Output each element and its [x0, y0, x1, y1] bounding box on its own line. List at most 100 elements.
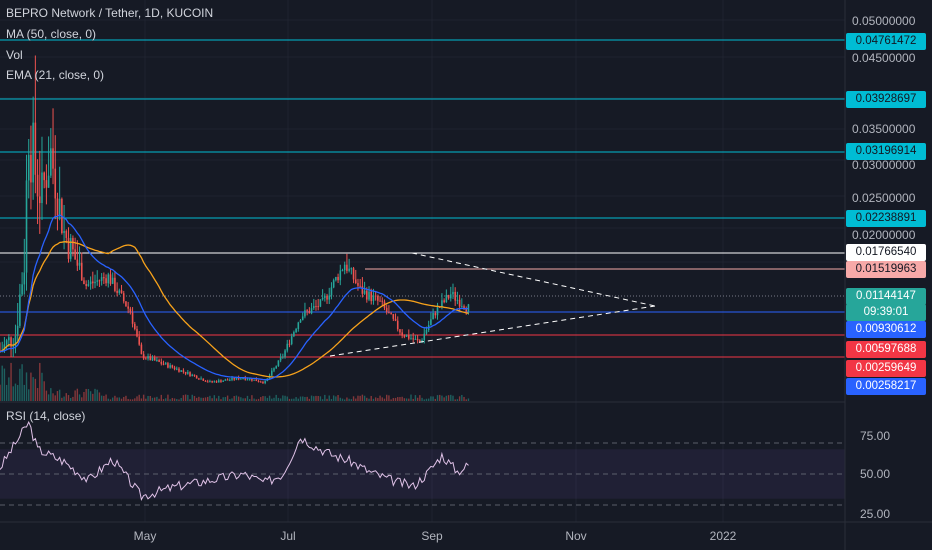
volume-bar: [21, 364, 23, 401]
volume-bar: [381, 397, 383, 401]
volume-bar: [290, 398, 293, 401]
volume-bar: [145, 398, 147, 401]
candle-body: [335, 276, 337, 281]
volume-bar: [52, 393, 54, 401]
candle-body: [284, 350, 286, 357]
upper-trendline: [411, 252, 656, 307]
candle-body: [312, 306, 315, 309]
volume-bar: [45, 390, 48, 401]
volume-bar: [374, 397, 377, 401]
price-tag: 0.02238891: [846, 210, 926, 227]
volume-bar: [16, 385, 19, 401]
candle-body: [200, 378, 202, 380]
candle-body: [445, 294, 448, 303]
candle-body: [178, 368, 180, 372]
volume-bar: [260, 397, 262, 401]
time-axis-ticks: May Jul Sep Nov 2022: [134, 529, 737, 543]
volume-bar: [81, 397, 83, 401]
volume-bar: [1, 365, 3, 401]
volume-bar: [100, 395, 103, 401]
volume-bar: [129, 399, 132, 401]
candle-body: [173, 367, 176, 370]
volume-bar: [28, 389, 30, 401]
price-tag: 0.00259649: [846, 360, 926, 377]
volume-bar: [156, 396, 158, 401]
candle-body: [229, 379, 231, 381]
candle-body: [85, 284, 87, 287]
candle-body: [54, 168, 57, 199]
candle-body: [425, 330, 428, 334]
candle-body: [363, 290, 366, 294]
candle-body: [23, 272, 26, 285]
volume-bar: [337, 394, 339, 401]
volume-bar: [268, 395, 271, 401]
candle-body: [193, 374, 196, 376]
rsi-tick-label: 75.00: [860, 429, 890, 443]
candle-body: [198, 378, 200, 380]
volume-bar: [242, 398, 244, 401]
volume-bar: [248, 399, 251, 401]
volume-bar: [454, 399, 456, 401]
volume-bar: [200, 397, 202, 401]
candle-body: [348, 268, 350, 271]
volume-bar: [350, 399, 353, 401]
volume-bar: [180, 397, 182, 401]
candle-body: [277, 360, 280, 367]
candle-body: [76, 259, 79, 266]
volume-bar: [423, 399, 425, 401]
volume-bar: [306, 396, 308, 401]
candle-body: [109, 274, 112, 284]
candle-body: [248, 378, 251, 380]
ma-legend[interactable]: MA (50, close, 0): [6, 27, 97, 41]
volume-bar: [255, 399, 258, 401]
candle-body: [211, 381, 213, 383]
candle-body: [270, 370, 273, 376]
volume-bar: [379, 395, 381, 401]
candle-body: [67, 237, 70, 259]
price-tag: 0.03196914: [846, 143, 926, 160]
candle-body: [244, 378, 247, 380]
candle-body: [65, 230, 68, 238]
rsi-legend[interactable]: RSI (14, close): [6, 409, 86, 423]
time-tick-label: Sep: [421, 529, 443, 543]
volume-bar: [209, 395, 211, 401]
candle-body: [410, 338, 412, 340]
candle-body: [282, 356, 284, 358]
volume-bar: [284, 395, 286, 401]
vol-legend[interactable]: Vol: [6, 48, 23, 62]
candle-body: [343, 264, 346, 271]
volume-bar: [355, 398, 357, 401]
volume-bar: [251, 395, 253, 401]
candle-body: [438, 306, 441, 308]
candle-body: [30, 154, 32, 183]
candle-body: [288, 343, 291, 345]
volume-bar: [120, 398, 123, 401]
price-axis-ticks: 0.05000000 0.04500000 0.03500000 0.03000000…: [852, 14, 916, 521]
volume-bar: [421, 397, 423, 401]
price-tag: 0.01144147: [846, 288, 926, 305]
volume-bar: [273, 397, 275, 401]
ema-legend[interactable]: EMA (21, close, 0): [6, 68, 105, 82]
volume-bar: [399, 397, 401, 401]
candle-body: [224, 379, 227, 381]
volume-bar: [352, 396, 355, 401]
volume-bar: [275, 394, 277, 401]
volume-bar: [465, 399, 467, 401]
candle-body: [171, 365, 174, 368]
volume-bar: [461, 394, 463, 401]
candle-body: [189, 372, 191, 376]
volume-bar: [3, 368, 6, 401]
candle-body: [366, 290, 368, 300]
candle-body: [167, 363, 169, 368]
candle-body: [385, 307, 388, 313]
price-tag: 0.03928697: [846, 91, 926, 108]
candle-body: [286, 343, 289, 351]
candle-body: [138, 336, 141, 345]
volume-bar: [184, 394, 187, 401]
volume-bar: [392, 398, 395, 401]
volume-bar: [348, 398, 350, 401]
candle-body: [306, 310, 308, 312]
candle-body: [182, 370, 185, 372]
candle-body: [321, 297, 324, 300]
